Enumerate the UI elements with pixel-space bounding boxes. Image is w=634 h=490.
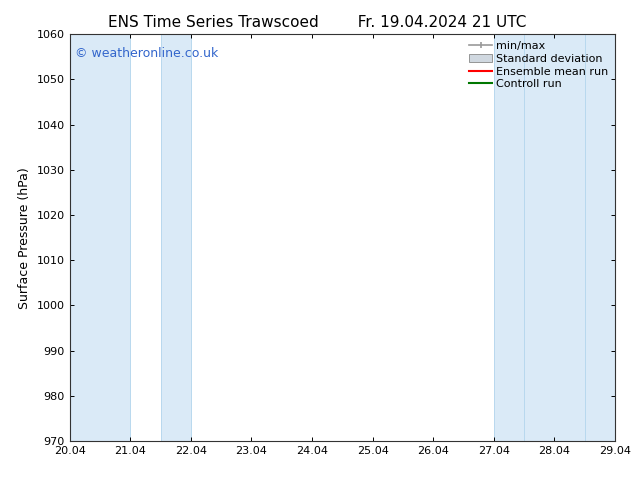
- Bar: [70, 34, 131, 441]
- Legend: min/max, Standard deviation, Ensemble mean run, Controll run: min/max, Standard deviation, Ensemble me…: [466, 38, 612, 93]
- Text: © weatheronline.co.uk: © weatheronline.co.uk: [75, 47, 219, 59]
- Bar: [524, 34, 585, 441]
- Bar: [160, 34, 191, 441]
- Bar: [585, 34, 615, 441]
- Text: ENS Time Series Trawscoed        Fr. 19.04.2024 21 UTC: ENS Time Series Trawscoed Fr. 19.04.2024…: [108, 15, 526, 30]
- Bar: [494, 34, 524, 441]
- Y-axis label: Surface Pressure (hPa): Surface Pressure (hPa): [18, 167, 31, 309]
